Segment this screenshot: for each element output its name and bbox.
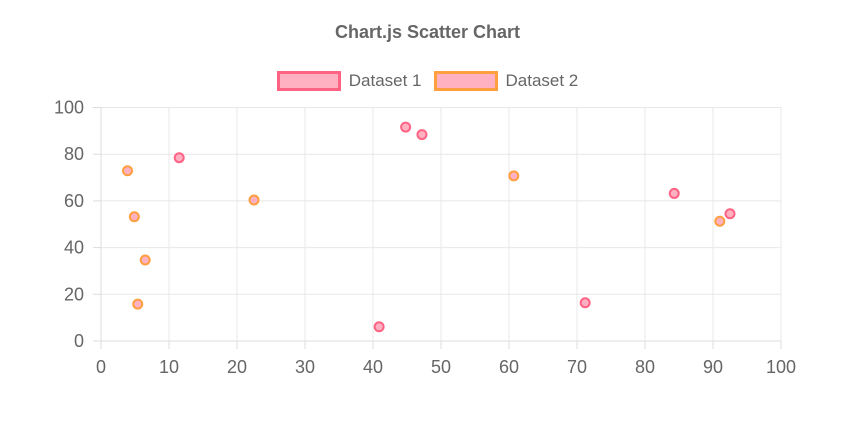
legend: Dataset 1 Dataset 2 — [0, 71, 855, 91]
x-tick-label: 50 — [431, 357, 451, 377]
data-point-dataset-2[interactable] — [714, 215, 726, 227]
data-point-dataset-1[interactable] — [579, 297, 591, 309]
data-point-dataset-1[interactable] — [416, 129, 428, 141]
x-tick-label: 30 — [295, 357, 315, 377]
data-point-dataset-1[interactable] — [173, 152, 185, 164]
data-point-dataset-1[interactable] — [400, 121, 412, 133]
legend-label-dataset-1: Dataset 1 — [348, 71, 422, 90]
data-point-dataset-2[interactable] — [132, 298, 144, 310]
legend-swatch-dataset-2 — [433, 71, 498, 91]
legend-item-dataset-1[interactable]: Dataset 1 — [276, 71, 422, 91]
legend-label-dataset-2: Dataset 2 — [505, 71, 579, 90]
x-tick-label: 90 — [703, 357, 723, 377]
data-point-dataset-2[interactable] — [139, 254, 151, 266]
y-tick-label: 40 — [64, 238, 84, 258]
y-tick-label: 0 — [74, 331, 84, 351]
x-tick-label: 80 — [635, 357, 655, 377]
x-tick-label: 40 — [363, 357, 383, 377]
chart-title: Chart.js Scatter Chart — [334, 22, 521, 42]
y-tick-label: 80 — [64, 144, 84, 164]
y-tick-label: 100 — [54, 98, 84, 118]
data-point-dataset-2[interactable] — [248, 194, 260, 206]
data-point-dataset-2[interactable] — [508, 170, 520, 182]
y-tick-label: 60 — [64, 191, 84, 211]
x-tick-label: 60 — [499, 357, 519, 377]
data-point-dataset-2[interactable] — [122, 165, 134, 177]
x-tick-label: 70 — [567, 357, 587, 377]
data-point-dataset-1[interactable] — [724, 208, 736, 220]
x-tick-label: 20 — [227, 357, 247, 377]
data-point-dataset-2[interactable] — [128, 211, 140, 223]
legend-item-dataset-2[interactable]: Dataset 2 — [433, 71, 579, 91]
x-tick-label: 10 — [159, 357, 179, 377]
legend-swatch-dataset-1 — [276, 71, 341, 91]
x-tick-label: 100 — [766, 357, 796, 377]
x-tick-label: 0 — [96, 357, 106, 377]
data-point-dataset-1[interactable] — [668, 187, 680, 199]
data-point-dataset-1[interactable] — [373, 321, 385, 333]
y-tick-label: 20 — [64, 284, 84, 304]
